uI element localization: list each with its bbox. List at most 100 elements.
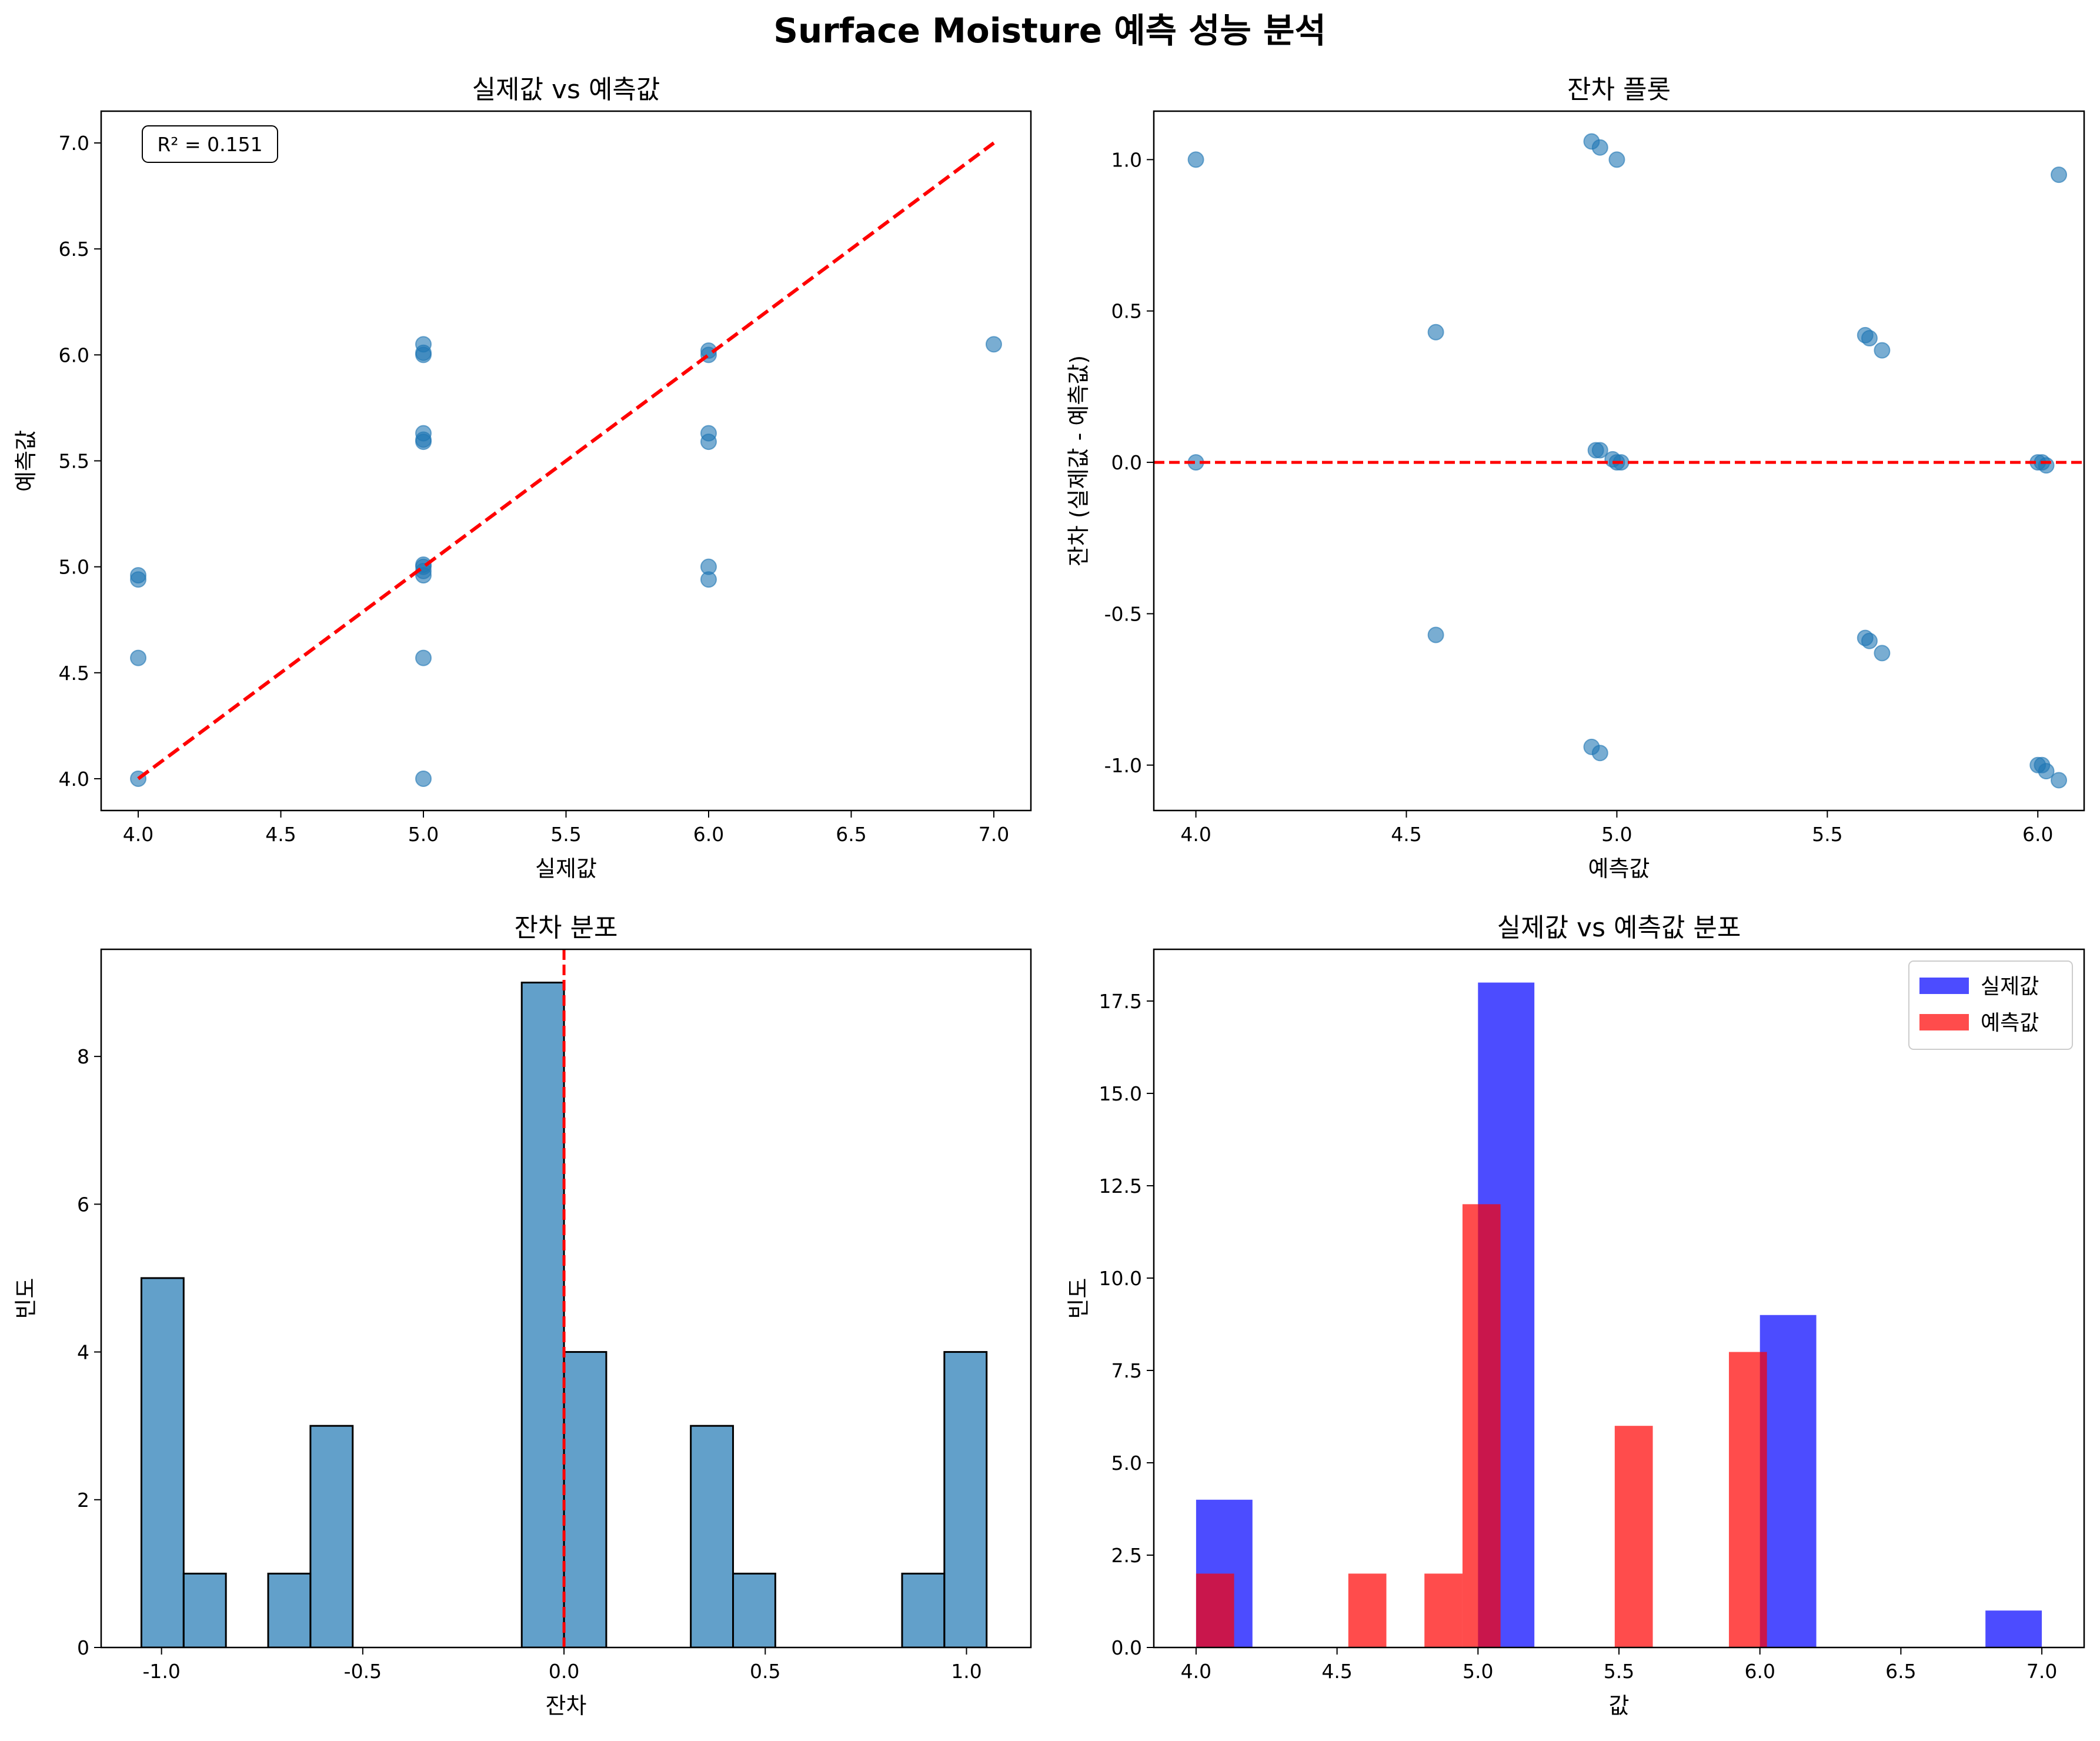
data-point bbox=[1874, 645, 1891, 662]
predicted-bar bbox=[1614, 1426, 1653, 1647]
histogram-bar bbox=[901, 1572, 946, 1647]
x-tick-label: 6.0 bbox=[693, 823, 724, 846]
y-tick-label: 6.0 bbox=[59, 343, 89, 366]
x-tick-label: 4.5 bbox=[1321, 1660, 1352, 1683]
x-tick-label: 4.5 bbox=[265, 823, 296, 846]
y-tick-label: 8 bbox=[77, 1045, 89, 1068]
axes-frame bbox=[1153, 110, 2085, 812]
histogram-bar bbox=[732, 1572, 776, 1647]
y-tick-label: 4.0 bbox=[59, 768, 89, 791]
y-tick-label: 7.5 bbox=[1111, 1359, 1142, 1382]
x-tick-label: 5.0 bbox=[1601, 823, 1632, 846]
data-point bbox=[130, 567, 147, 584]
legend-label-actual: 실제값 bbox=[1981, 975, 2039, 999]
histogram-bar bbox=[309, 1425, 354, 1647]
data-point bbox=[2051, 166, 2068, 184]
panel-title: 잔차 분포 bbox=[515, 913, 618, 943]
x-tick-label: 5.5 bbox=[550, 823, 581, 846]
predicted-bar bbox=[1348, 1573, 1387, 1647]
x-tick-label: 6.0 bbox=[2022, 823, 2053, 846]
y-tick-label: 0 bbox=[77, 1636, 89, 1659]
y-tick-label: 6.5 bbox=[59, 238, 89, 261]
predicted-bar bbox=[1728, 1352, 1767, 1647]
x-axis-label: 예측값 bbox=[1588, 856, 1650, 882]
x-tick-label: 6.0 bbox=[1744, 1660, 1775, 1683]
data-point bbox=[1608, 151, 1625, 168]
data-point bbox=[415, 770, 432, 787]
panel-title: 실제값 vs 예측값 분포 bbox=[1497, 913, 1741, 943]
y-tick-label: -1.0 bbox=[1104, 754, 1142, 777]
x-tick-label: 6.5 bbox=[836, 823, 866, 846]
histogram-bar bbox=[182, 1572, 227, 1647]
predicted-bar bbox=[1424, 1573, 1463, 1647]
y-tick-label: 6 bbox=[77, 1193, 89, 1216]
y-tick-label: 5.0 bbox=[1111, 1452, 1142, 1475]
y-tick-label: 5.0 bbox=[59, 556, 89, 579]
data-point bbox=[1591, 139, 1608, 156]
y-tick-label: 1.0 bbox=[1111, 148, 1142, 171]
y-axis-label: 빈도 bbox=[1066, 1278, 1091, 1319]
y-tick-label: 4.5 bbox=[59, 662, 89, 685]
x-tick-label: 5.0 bbox=[1463, 1660, 1493, 1683]
x-tick-label: 4.0 bbox=[1180, 823, 1211, 846]
x-tick-label: 5.0 bbox=[408, 823, 439, 846]
y-tick-label: -0.5 bbox=[1104, 602, 1142, 625]
data-point bbox=[700, 425, 717, 442]
histogram-bar bbox=[140, 1277, 185, 1647]
y-axis-label: 잔차 (실제값 - 예측값) bbox=[1066, 355, 1091, 566]
x-axis-label: 실제값 bbox=[535, 856, 597, 882]
legend-swatch-actual bbox=[1919, 978, 1969, 994]
x-tick-label: 5.5 bbox=[1604, 1660, 1634, 1683]
data-point bbox=[415, 649, 432, 666]
x-tick-label: 0.0 bbox=[549, 1660, 579, 1683]
x-axis-label: 값 bbox=[1609, 1693, 1630, 1719]
data-point bbox=[1591, 745, 1608, 762]
data-point bbox=[1187, 151, 1204, 168]
y-tick-label: 4 bbox=[77, 1341, 89, 1364]
x-tick-label: 4.5 bbox=[1391, 823, 1421, 846]
predicted-bar bbox=[1462, 1204, 1501, 1647]
x-tick-label: 1.0 bbox=[951, 1660, 981, 1683]
y-tick-label: 17.5 bbox=[1099, 990, 1142, 1013]
y-tick-label: 5.5 bbox=[59, 450, 89, 473]
y-tick-label: 2 bbox=[77, 1489, 89, 1512]
data-point bbox=[700, 558, 717, 575]
x-tick-label: 6.5 bbox=[1885, 1660, 1916, 1683]
data-point bbox=[1874, 342, 1891, 359]
histogram-bar bbox=[943, 1351, 988, 1647]
panel-title: 실제값 vs 예측값 bbox=[472, 75, 660, 105]
x-tick-label: -1.0 bbox=[142, 1660, 180, 1683]
y-tick-label: 12.5 bbox=[1099, 1175, 1142, 1198]
x-tick-label: 5.5 bbox=[1812, 823, 1842, 846]
y-tick-label: 0.5 bbox=[1111, 300, 1142, 323]
data-point bbox=[1427, 323, 1444, 341]
y-tick-label: 10.0 bbox=[1099, 1267, 1142, 1290]
x-axis-label: 잔차 bbox=[546, 1693, 587, 1719]
perfect-prediction-line bbox=[137, 141, 995, 781]
figure-title: Surface Moisture 예측 성능 분석 bbox=[773, 11, 1326, 51]
data-point bbox=[1861, 330, 1878, 347]
y-tick-label: 0.0 bbox=[1111, 451, 1142, 474]
histogram-bar bbox=[267, 1572, 312, 1647]
legend-swatch-predicted bbox=[1919, 1014, 1969, 1030]
x-tick-label: -0.5 bbox=[344, 1660, 382, 1683]
axes-frame bbox=[100, 948, 1032, 1649]
y-axis-label: 빈도 bbox=[13, 1278, 39, 1319]
data-layer bbox=[1196, 982, 2042, 1647]
axes-frame bbox=[100, 110, 1032, 812]
data-point bbox=[985, 336, 1002, 353]
x-tick-label: 4.0 bbox=[123, 823, 153, 846]
y-tick-label: 7.0 bbox=[59, 132, 89, 155]
data-point bbox=[1427, 626, 1444, 643]
histogram-bar bbox=[690, 1425, 735, 1647]
legend-label-predicted: 예측값 bbox=[1981, 1011, 2039, 1035]
histogram-bar bbox=[520, 982, 565, 1647]
r2-annotation-box bbox=[142, 125, 278, 163]
x-tick-label: 7.0 bbox=[979, 823, 1009, 846]
data-point bbox=[130, 649, 147, 666]
